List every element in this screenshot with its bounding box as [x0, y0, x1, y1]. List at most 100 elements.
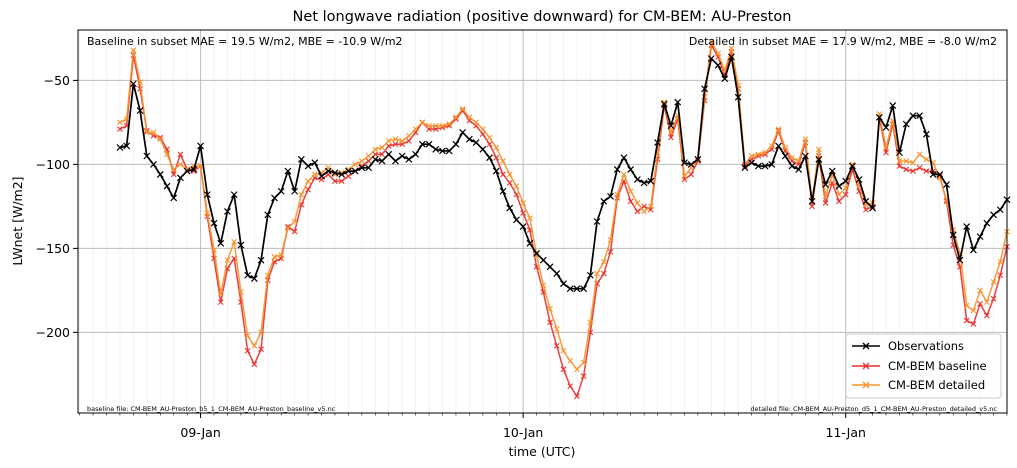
- data-point: [486, 134, 493, 141]
- data-point: [379, 151, 385, 158]
- data-point: [257, 256, 265, 264]
- data-point: [916, 164, 923, 171]
- data-point: [419, 119, 426, 126]
- data-point: [668, 134, 674, 141]
- legend-label-observations: Observations: [888, 339, 964, 353]
- data-point: [721, 75, 729, 83]
- data-point: [788, 162, 796, 170]
- data-point: [681, 159, 688, 167]
- data-point: [862, 206, 869, 213]
- data-point: [365, 153, 372, 159]
- data-point: [513, 183, 520, 190]
- chart-title: Net longwave radiation (positive downwar…: [293, 9, 792, 25]
- data-point: [573, 366, 580, 373]
- data-point: [311, 171, 318, 178]
- data-point: [761, 162, 769, 170]
- data-point: [734, 93, 742, 101]
- data-point: [412, 126, 419, 133]
- data-point: [573, 285, 581, 293]
- data-point: [519, 223, 527, 230]
- data-point: [197, 163, 204, 169]
- data-point: [150, 160, 157, 168]
- data-point: [553, 270, 561, 277]
- data-point: [607, 248, 614, 255]
- data-point: [183, 167, 191, 175]
- data-point: [789, 154, 795, 161]
- data-point: [459, 129, 467, 136]
- data-point: [230, 191, 238, 199]
- data-point: [741, 164, 749, 172]
- data-point: [506, 179, 513, 186]
- data-point: [996, 206, 1004, 214]
- data-point: [258, 329, 264, 336]
- data-point: [264, 272, 271, 279]
- data-point: [291, 187, 299, 195]
- data-point: [849, 161, 856, 168]
- data-point: [613, 166, 621, 173]
- data-point: [506, 171, 513, 178]
- data-point: [244, 332, 251, 339]
- data-point: [990, 295, 997, 302]
- data-point: [977, 300, 984, 307]
- data-point: [479, 131, 486, 138]
- data-point: [566, 285, 574, 293]
- data-point: [453, 114, 459, 121]
- series-observations: [116, 53, 1011, 293]
- plot-frame: [77, 29, 1008, 414]
- data-point: [157, 136, 164, 143]
- legend-marker-observations: [862, 342, 870, 350]
- data-point: [177, 151, 184, 158]
- data-point: [224, 257, 231, 264]
- legend-marker-detailed: [862, 381, 870, 389]
- data-point: [170, 166, 177, 173]
- data-point: [593, 218, 601, 225]
- data-point: [217, 299, 224, 306]
- data-point: [869, 204, 877, 212]
- data-point: [385, 137, 392, 144]
- data-point: [405, 155, 413, 163]
- data-point: [647, 203, 654, 210]
- legend-box: [845, 333, 1002, 399]
- data-point: [667, 122, 675, 130]
- x-tick-label: 09-Jan: [180, 425, 220, 440]
- data-point: [305, 178, 312, 185]
- data-point: [526, 239, 534, 247]
- data-point: [231, 238, 238, 245]
- data-point: [668, 129, 674, 136]
- data-point: [500, 171, 506, 178]
- data-point: [170, 171, 177, 178]
- data-point: [539, 256, 547, 264]
- data-point: [929, 171, 937, 178]
- data-point: [607, 192, 614, 200]
- data-point: [211, 247, 217, 253]
- data-point: [768, 160, 776, 168]
- data-point: [836, 191, 842, 198]
- data-point: [660, 100, 668, 108]
- data-point: [862, 197, 870, 205]
- data-point: [486, 154, 493, 162]
- data-point: [264, 211, 272, 219]
- data-point: [520, 210, 527, 217]
- data-point: [815, 146, 822, 153]
- data-point: [285, 225, 291, 232]
- data-point: [748, 159, 756, 167]
- data-point: [708, 38, 715, 45]
- data-point: [493, 144, 500, 151]
- data-point: [136, 107, 144, 115]
- data-point: [855, 176, 863, 183]
- data-point: [990, 211, 997, 219]
- data-point: [828, 167, 836, 175]
- data-point: [916, 151, 923, 158]
- data-point: [781, 152, 789, 160]
- y-tick-label: −150: [36, 241, 70, 256]
- data-point: [392, 157, 399, 165]
- data-point: [123, 142, 131, 150]
- data-point: [728, 53, 735, 61]
- data-point: [889, 102, 897, 110]
- data-point: [117, 119, 123, 126]
- data-point: [385, 150, 393, 158]
- data-point: [500, 158, 506, 164]
- data-point: [445, 147, 453, 155]
- data-point: [903, 166, 910, 173]
- data-point: [237, 289, 244, 295]
